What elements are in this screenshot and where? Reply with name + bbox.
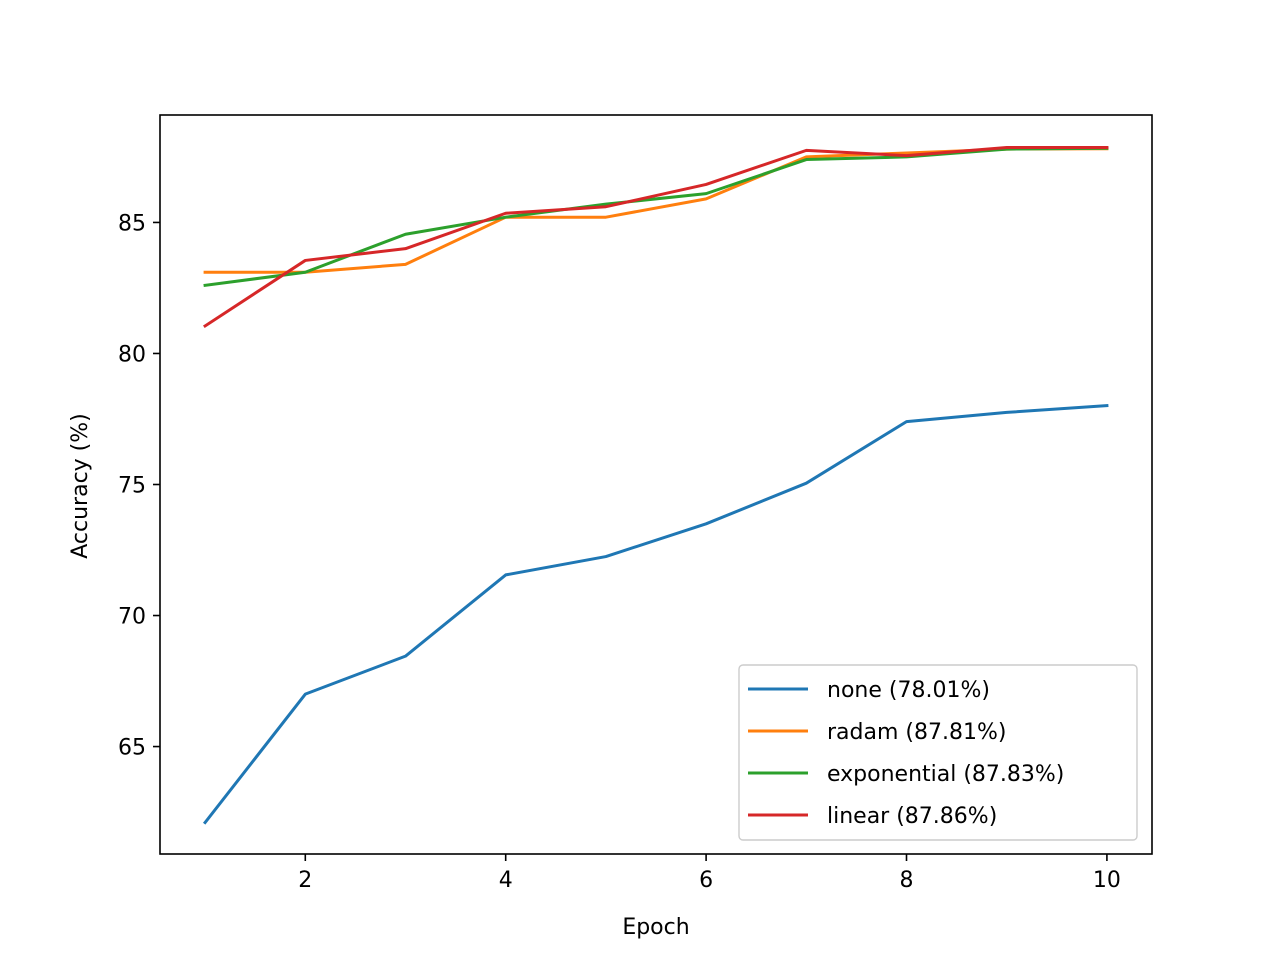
x-tick-label: 4 [499,868,513,893]
series-line-1 [202,404,1109,825]
x-tick-label: 2 [298,868,312,893]
x-tick-label: 6 [699,868,713,893]
x-tick-label: 10 [1093,868,1121,893]
series-layer [202,146,1109,825]
legend-label-4: linear (87.86%) [827,804,997,829]
y-tick-label: 80 [118,342,146,367]
x-axis: 2 4 6 8 10 [298,854,1121,893]
y-tick-label: 70 [118,605,146,630]
y-axis: 65 70 75 80 85 [118,211,160,761]
legend-label-2: radam (87.81%) [827,720,1006,745]
y-tick-label: 85 [118,211,146,236]
legend: none (78.01%) radam (87.81%) exponential (… [738,664,1138,841]
y-tick-label: 75 [118,474,146,499]
legend-box [738,664,1138,841]
x-tick-label: 8 [900,868,914,893]
x-axis-label: Epoch [622,915,689,940]
series-line-4 [203,146,1109,329]
y-tick-label: 65 [118,736,146,761]
y-axis-label: Accuracy (%) [68,413,93,559]
legend-label-3: exponential (87.83%) [827,762,1064,787]
legend-entries: none (78.01%) radam (87.81%) exponential (… [748,678,1064,829]
legend-label-1: none (78.01%) [827,678,990,703]
